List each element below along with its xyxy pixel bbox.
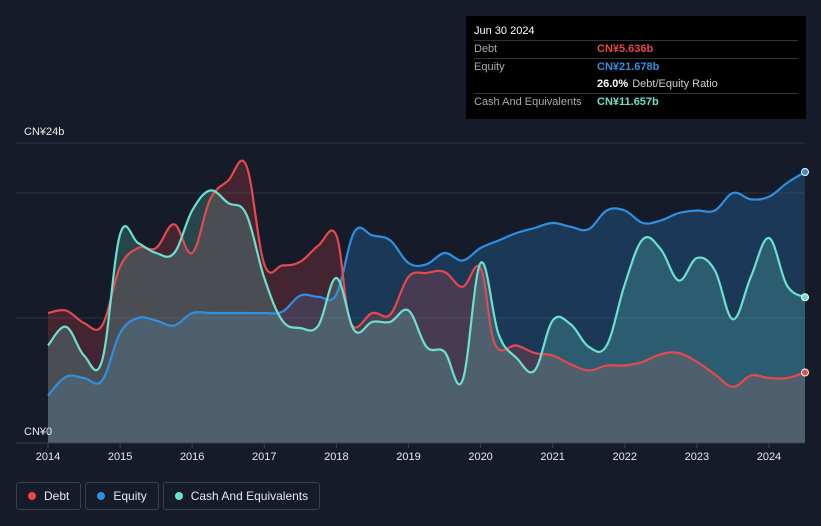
legend-debt-label: Debt xyxy=(44,489,70,503)
tooltip-ratio-spacer xyxy=(474,76,597,93)
legend-debt[interactable]: Debt xyxy=(16,482,82,510)
cash-endpoint xyxy=(801,293,809,302)
data-tooltip: Jun 30 2024 Debt CN¥5.636b Equity CN¥21.… xyxy=(466,16,806,119)
chart-legend: Debt Equity Cash And Equivalents xyxy=(16,482,321,510)
y-axis-bottom-label: CN¥0 xyxy=(24,426,52,438)
tooltip-cash-value: CN¥11.657b xyxy=(597,96,659,108)
tooltip-debt-row: Debt CN¥5.636b xyxy=(474,40,798,58)
x-tick-label: 2022 xyxy=(613,451,637,463)
debt-line xyxy=(47,159,806,388)
debt-endpoint xyxy=(801,368,809,377)
chart-lines xyxy=(47,159,806,397)
x-tick-label: 2020 xyxy=(468,451,492,463)
x-tick-label: 2015 xyxy=(108,451,132,463)
x-tick-label: 2014 xyxy=(36,451,60,463)
x-tick-label: 2016 xyxy=(180,451,204,463)
tooltip-equity-value: CN¥21.678b xyxy=(597,61,660,73)
chart-axis: 2014 2015 2016 2017 2018 2019 2020 2021 2022 2023… xyxy=(16,442,805,463)
tooltip-debt-value: CN¥5.636b xyxy=(597,43,654,55)
tooltip-date: Jun 30 2024 xyxy=(474,25,535,37)
equity-line xyxy=(47,171,806,397)
legend-equity[interactable]: Equity xyxy=(85,482,159,510)
x-tick-label: 2024 xyxy=(757,451,781,463)
cash-area xyxy=(48,190,805,443)
legend-cash-label: Cash And Equivalents xyxy=(190,489,309,503)
y-axis-top-label: CN¥24b xyxy=(24,126,64,138)
chart-endpoints xyxy=(801,168,809,377)
tooltip-debt-label: Debt xyxy=(474,43,498,55)
legend-equity-label: Equity xyxy=(113,489,147,503)
cash-line xyxy=(47,189,806,386)
x-tick-label: 2023 xyxy=(685,451,709,463)
tooltip-ratio-value: 26.0% xyxy=(597,78,629,90)
tooltip-ratio-label: Debt/Equity Ratio xyxy=(632,78,718,90)
x-tick-label: 2017 xyxy=(252,451,276,463)
chart-areas xyxy=(48,160,805,443)
tooltip-ratio-row: 26.0% Debt/Equity Ratio xyxy=(474,76,798,93)
legend-equity-dot-icon xyxy=(97,492,106,500)
tooltip-equity-label: Equity xyxy=(474,61,505,73)
tooltip-cash-row: Cash And Equivalents CN¥11.657b xyxy=(474,93,798,111)
legend-cash-dot-icon xyxy=(174,492,183,500)
equity-endpoint xyxy=(801,168,809,177)
tooltip-cash-label: Cash And Equivalents xyxy=(474,96,582,108)
legend-cash[interactable]: Cash And Equivalents xyxy=(162,482,321,510)
x-tick-label: 2021 xyxy=(540,451,564,463)
x-tick-label: 2018 xyxy=(324,451,348,463)
equity-area xyxy=(48,172,805,443)
debt-area xyxy=(48,160,805,443)
legend-debt-dot-icon xyxy=(28,492,36,500)
tooltip-equity-row: Equity CN¥21.678b xyxy=(474,58,798,76)
x-tick-label: 2019 xyxy=(396,451,420,463)
